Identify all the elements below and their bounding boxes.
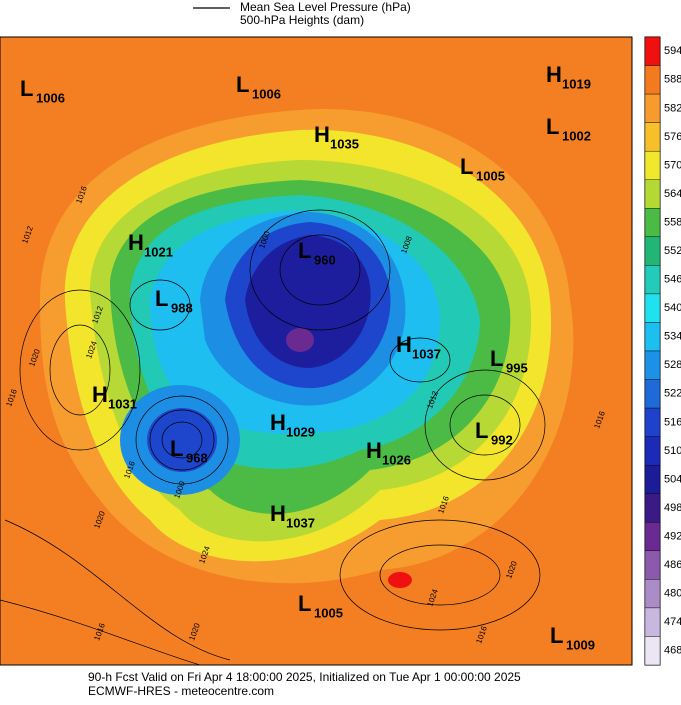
center-value: 988 — [171, 300, 193, 315]
footer-line: 90-h Fcst Valid on Fri Apr 4 18:00:00 20… — [88, 670, 521, 684]
center-value: 1019 — [562, 76, 591, 91]
colorbar-cell — [644, 522, 661, 552]
colorbar-cell — [644, 36, 661, 66]
colorbar-label: 576 — [664, 131, 681, 143]
colorbar-label: 594 — [664, 45, 681, 57]
center-value: 995 — [506, 360, 528, 375]
colorbar-label: 486 — [664, 559, 681, 571]
center-letter: H — [270, 410, 286, 435]
colorbar-cell — [644, 607, 661, 637]
colorbar-label: 504 — [664, 473, 681, 485]
center-value: 1005 — [314, 605, 343, 620]
colorbar-cell — [644, 493, 661, 523]
center-letter: L — [550, 623, 563, 648]
colorbar-cell — [644, 265, 661, 295]
center-value: 1002 — [562, 128, 591, 143]
colorbar-cell — [644, 322, 661, 352]
center-letter: H — [92, 382, 108, 407]
center-value: 1037 — [412, 346, 441, 361]
colorbar-cell — [644, 179, 661, 209]
center-value: 960 — [314, 252, 336, 267]
center-value: 1006 — [252, 86, 281, 101]
colorbar-label: 510 — [664, 445, 681, 457]
colorbar-label: 468 — [664, 645, 681, 657]
center-value: 1005 — [476, 168, 505, 183]
colorbar-cell — [644, 636, 661, 666]
center-letter: L — [546, 114, 559, 139]
center-letter: H — [546, 62, 562, 87]
center-letter: L — [20, 76, 33, 101]
center-letter: L — [475, 418, 488, 443]
colorbar-cell — [644, 407, 661, 437]
center-value: 1031 — [108, 396, 137, 411]
center-value: 992 — [491, 432, 513, 447]
colorbar-label: 474 — [664, 616, 681, 628]
colorbar-cell — [644, 65, 661, 95]
center-letter: L — [170, 436, 183, 461]
center-letter: L — [490, 346, 503, 371]
center-value: 1035 — [330, 136, 359, 151]
colorbar-cell — [644, 93, 661, 123]
colorbar-label: 582 — [664, 102, 681, 114]
center-value: 1009 — [566, 637, 595, 652]
colorbar-label: 534 — [664, 331, 681, 343]
colorbar-label: 552 — [664, 245, 681, 257]
colorbar-cell — [644, 464, 661, 494]
center-value: 1037 — [286, 515, 315, 530]
center-value: 1026 — [382, 452, 411, 467]
center-letter: L — [298, 238, 311, 263]
center-letter: L — [236, 72, 249, 97]
colorbar-cell — [644, 150, 661, 180]
center-letter: L — [298, 591, 311, 616]
colorbar-label: 558 — [664, 216, 681, 228]
colorbar-label: 588 — [664, 74, 681, 86]
center-letter: L — [460, 154, 473, 179]
center-letter: H — [128, 230, 144, 255]
colorbar-label: 516 — [664, 416, 681, 428]
center-letter: H — [314, 122, 330, 147]
colorbar-label: 480 — [664, 588, 681, 600]
center-value: 1029 — [286, 424, 315, 439]
colorbar-label: 564 — [664, 188, 681, 200]
colorbar-cell — [644, 122, 661, 152]
colorbar-cell — [644, 379, 661, 409]
colorbar-label: 540 — [664, 302, 681, 314]
legend-mslp: Mean Sea Level Pressure (hPa) — [240, 0, 411, 14]
colorbar-cell — [644, 436, 661, 466]
center-letter: L — [155, 286, 168, 311]
footer-line: ECMWF-HRES - meteocentre.com — [88, 684, 274, 698]
colorbar-label: 498 — [664, 502, 681, 514]
colorbar-label: 546 — [664, 274, 681, 286]
center-value: 1021 — [144, 244, 173, 259]
colorbar-label: 570 — [664, 159, 681, 171]
center-letter: H — [396, 332, 412, 357]
colorbar-cell — [644, 579, 661, 609]
map — [0, 36, 633, 666]
colorbar-label: 492 — [664, 530, 681, 542]
center-letter: H — [270, 501, 286, 526]
colorbar-label: 522 — [664, 388, 681, 400]
colorbar-cell — [644, 208, 661, 238]
center-value: 968 — [186, 450, 208, 465]
colorbar-cell — [644, 236, 661, 266]
center-value: 1006 — [36, 90, 65, 105]
center-letter: H — [366, 438, 382, 463]
colorbar-cell — [644, 350, 661, 380]
colorbar-cell — [644, 550, 661, 580]
legend-heights: 500-hPa Heights (dam) — [240, 13, 364, 27]
colorbar-label: 528 — [664, 359, 681, 371]
colorbar-cell — [644, 293, 661, 323]
